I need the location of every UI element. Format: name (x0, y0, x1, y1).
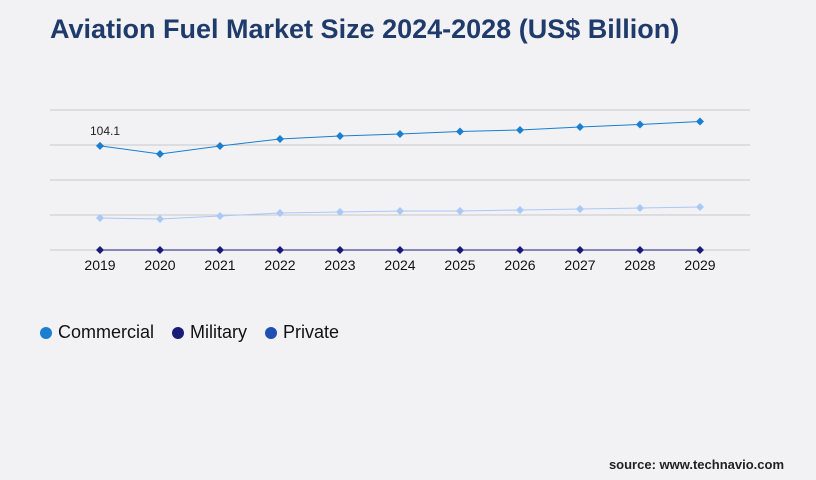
data-point-military (336, 246, 344, 254)
x-tick-label: 2028 (624, 257, 655, 273)
data-point-private (216, 212, 224, 220)
x-tick-label: 2022 (264, 257, 295, 273)
data-point-private (576, 205, 584, 213)
x-tick-label: 2029 (684, 257, 715, 273)
x-tick-label: 2019 (84, 257, 115, 273)
data-point-commercial (156, 150, 164, 158)
data-point-private (276, 209, 284, 217)
data-point-commercial (636, 120, 644, 129)
data-point-military (516, 246, 524, 254)
data-point-private (636, 204, 644, 212)
line-chart: 2019 2020 2021 2022 2023 2024 2025 2026 2027 2028… (50, 109, 750, 273)
legend-marker (172, 326, 185, 339)
data-point-military (156, 246, 164, 254)
data-point-private (96, 214, 104, 222)
legend-item-military: Military (172, 322, 247, 343)
data-point-commercial (276, 135, 284, 143)
x-tick-label: 2026 (504, 257, 535, 273)
data-label: 104.1 (90, 124, 120, 138)
data-point-military (576, 246, 584, 254)
data-point-military (396, 246, 404, 254)
x-tick-label: 2024 (384, 257, 415, 273)
x-tick-label: 2025 (444, 257, 475, 273)
x-tick-label: 2021 (204, 257, 235, 273)
data-point-commercial (696, 117, 704, 126)
data-point-private (516, 206, 524, 214)
data-point-commercial (96, 141, 104, 150)
legend-label: Military (190, 322, 248, 342)
x-tick-label: 2023 (324, 257, 355, 273)
data-point-military (96, 246, 104, 254)
x-tick-label: 2027 (564, 257, 595, 273)
data-point-military (216, 246, 224, 254)
legend-item-commercial: Commercial (40, 322, 154, 343)
data-point-commercial (336, 132, 344, 140)
data-point-commercial (516, 126, 524, 134)
data-point-private (696, 203, 704, 211)
data-point-military (456, 246, 464, 254)
source-note: source: www.technavio.com (608, 457, 784, 472)
data-point-commercial (216, 142, 224, 150)
chart-legend: Commercial Military Private (40, 322, 357, 343)
data-point-commercial (456, 127, 464, 136)
data-point-military (636, 246, 644, 254)
data-point-private (156, 215, 164, 223)
data-point-military (696, 246, 704, 254)
data-point-commercial (576, 123, 584, 131)
legend-item-private: Private (265, 322, 339, 343)
data-point-private (396, 207, 404, 215)
legend-label: Private (283, 322, 340, 342)
data-point-military (276, 246, 284, 254)
data-point-commercial (396, 130, 404, 138)
data-point-private (456, 207, 464, 215)
legend-marker (40, 326, 52, 339)
legend-marker (265, 326, 278, 339)
legend-label: Commercial (58, 322, 155, 342)
data-point-private (336, 208, 344, 216)
chart-title: Aviation Fuel Market Size 2024-2028 (US$… (50, 14, 680, 44)
x-tick-label: 2020 (144, 257, 175, 273)
